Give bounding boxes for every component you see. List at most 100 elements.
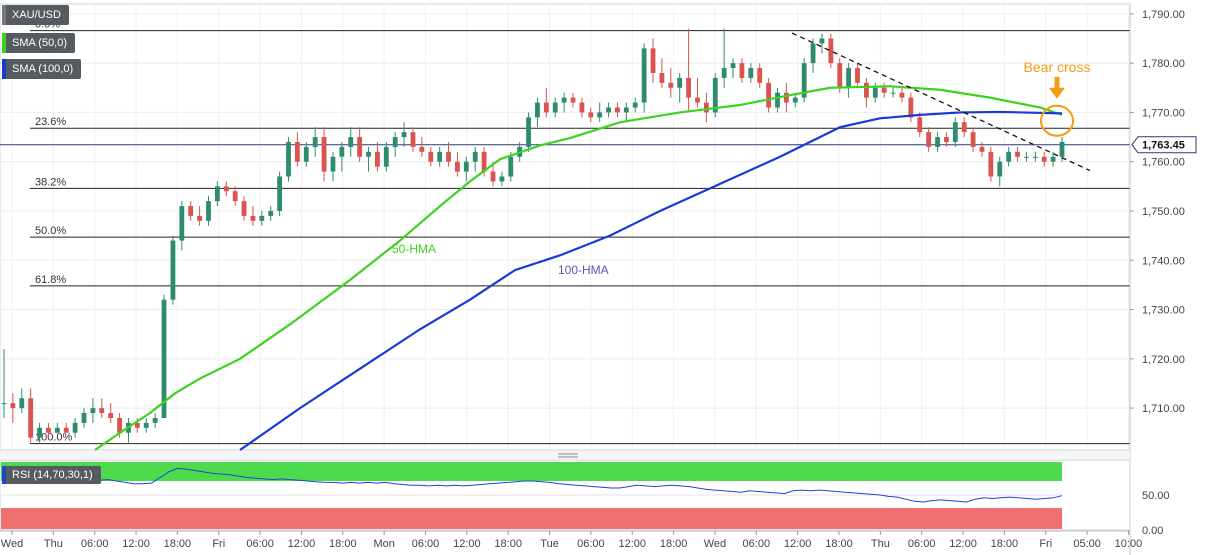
candle (63, 422, 69, 433)
candle-body (597, 112, 603, 118)
candle (19, 388, 25, 414)
candle-body (455, 161, 460, 172)
candle (926, 127, 932, 152)
price-tick-label: 1,740.00 (1142, 255, 1185, 267)
candle (668, 68, 674, 98)
bear-cross-arrow-head (1049, 87, 1065, 99)
candle (588, 107, 594, 123)
fib-level-label: 100.0% (35, 432, 73, 444)
candle-body (241, 201, 247, 216)
candle (543, 87, 549, 118)
time-tick-label: Thu (44, 538, 63, 550)
candle-body (650, 48, 656, 73)
candle-body (339, 146, 345, 157)
candle-body (1015, 151, 1020, 157)
candle (961, 117, 967, 138)
candle (286, 137, 291, 182)
time-tick-label: 06:00 (81, 538, 109, 550)
candle-body (561, 97, 567, 103)
candle-body (1050, 156, 1056, 162)
time-tick-label: 18:00 (164, 538, 192, 550)
candle-body (197, 215, 202, 221)
time-tick-label: 12:00 (949, 538, 977, 550)
price-axis: 1,790.00 1,780.00 1,770.00 1,760.00 1,750.00… (1129, 4, 1197, 555)
candle-body (970, 132, 976, 147)
candle-body (988, 151, 994, 177)
candle (268, 206, 274, 221)
candle (508, 151, 514, 182)
candle (428, 146, 434, 167)
candle-body (881, 87, 887, 93)
pane-splitter-handle[interactable] (0, 451, 1130, 459)
candle (997, 156, 1003, 187)
candle-body (312, 137, 318, 147)
candle (908, 92, 914, 123)
candle-body (1041, 156, 1047, 162)
candle (161, 294, 167, 418)
rsi-legend[interactable]: RSI (14,70,30,1) (2, 466, 101, 484)
candle (46, 422, 51, 438)
candle-body (810, 43, 816, 64)
candle (864, 77, 869, 108)
candle-body (668, 82, 674, 88)
candle-body (819, 38, 825, 44)
candle-body (259, 215, 265, 221)
candle (1006, 146, 1012, 167)
time-tick-label: Thu (871, 538, 890, 550)
current-price-label: 1,763.45 (1142, 140, 1185, 152)
candle (1024, 151, 1029, 162)
candle (730, 58, 736, 78)
rsi-label: RSI (14,70,30,1) (12, 469, 93, 481)
time-axis: Wed Thu 06:00 12:00 18:00 Fri 06:00 12:00 18:00 M… (0, 530, 1142, 550)
time-tick-label: 05:00 (1073, 538, 1101, 550)
candle-body (952, 122, 958, 142)
candle (623, 102, 629, 123)
candle-body (872, 87, 878, 98)
candle (28, 388, 34, 443)
candle (766, 77, 772, 113)
candle (650, 38, 656, 83)
sma100-legend[interactable]: SMA (100,0) (2, 59, 82, 79)
sma50-label: SMA (50,0) (12, 37, 68, 49)
time-tick-label: Wed (704, 538, 726, 550)
time-tick-label: 18:00 (660, 538, 688, 550)
candle (472, 146, 478, 172)
candle-body (277, 176, 283, 211)
sma50-legend[interactable]: SMA (50,0) (2, 33, 76, 53)
candle-body (712, 77, 718, 113)
candle (223, 181, 229, 197)
candle (526, 112, 531, 152)
candle (952, 117, 958, 147)
candle (721, 28, 727, 88)
candle-body (392, 137, 398, 147)
candle-body (419, 146, 425, 152)
candle-body (588, 112, 594, 118)
candle-body (1032, 156, 1038, 158)
candle (615, 102, 620, 118)
rsi-oversold-zone (1, 508, 1062, 529)
candle-body (170, 240, 176, 300)
candle (463, 156, 469, 182)
symbol-legend[interactable]: XAU/USD (2, 5, 69, 25)
candle-body (1006, 151, 1012, 162)
series-label: 50-HMA (392, 242, 436, 256)
candle (321, 127, 327, 182)
candle (677, 72, 683, 103)
candle-body (357, 137, 363, 157)
price-tick-label: 1,780.00 (1142, 58, 1185, 70)
candle-body (703, 102, 709, 113)
time-tick-label: 12:00 (618, 538, 646, 550)
candle (899, 87, 905, 103)
time-tick-label: 12:00 (288, 538, 316, 550)
time-tick-label: 18:00 (825, 538, 853, 550)
candle-body (81, 413, 87, 423)
candle (979, 141, 985, 157)
sma100-label: SMA (100,0) (12, 63, 74, 75)
time-tick-label: 12:00 (784, 538, 812, 550)
candle-body (481, 151, 487, 172)
candle-body (748, 68, 754, 78)
candle (366, 146, 371, 172)
candle-body (134, 422, 140, 428)
candle (846, 63, 852, 98)
